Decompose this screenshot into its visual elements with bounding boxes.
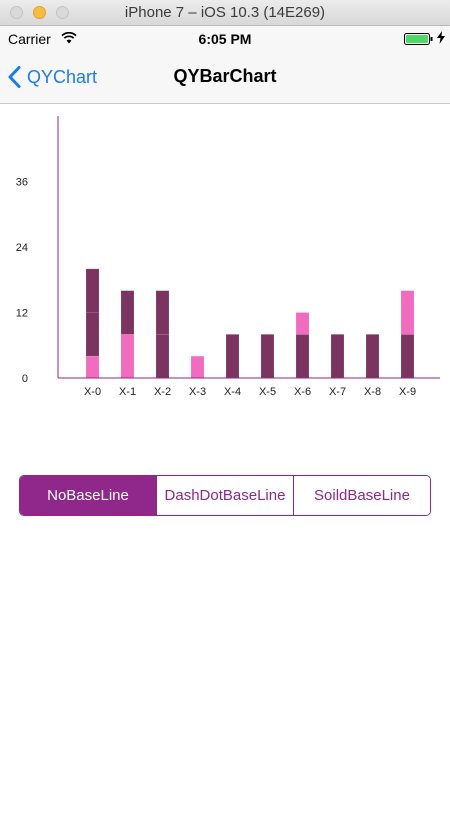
bar-segment [190,355,205,379]
page-title: QYBarChart [173,66,277,86]
x-tick-label: X-8 [364,386,381,398]
y-tick-label: 0 [22,373,28,385]
x-tick-label: X-9 [399,386,416,398]
x-tick-label: X-6 [294,386,311,398]
bars [85,268,415,379]
bar-segment [365,334,380,379]
carrier-label: Carrier [8,31,51,47]
x-tick-label: X-7 [329,386,346,398]
y-tick-label: 36 [16,177,28,189]
bar-segment [120,290,135,335]
x-tick-label: X-2 [154,386,171,398]
bar-segment [85,312,100,357]
bar-segment [85,355,100,379]
bar-segment [120,334,135,379]
chevron-left-icon [8,66,21,88]
bar-segment [225,334,240,379]
x-tick-label: X-5 [259,386,276,398]
bar-segment [85,268,100,313]
x-tick-label: X-4 [224,386,241,398]
y-axis-ticks: 0 12 24 36 [16,177,28,386]
back-button[interactable]: QYChart [8,62,97,92]
simulator-title-bar: iPhone 7 – iOS 10.3 (14E269) [0,0,450,26]
x-tick-label: X-3 [189,386,206,398]
y-tick-label: 12 [16,308,28,320]
window-title: iPhone 7 – iOS 10.3 (14E269) [124,4,326,21]
segment-dashdotbaseline[interactable]: DashDotBaseLine [156,476,293,515]
window-zoom-button[interactable] [56,6,69,19]
bar-segment [260,334,275,379]
charging-icon [437,31,445,44]
back-button-label: QYChart [27,66,98,87]
y-tick-label: 24 [16,242,28,254]
clock: 6:05 PM [198,31,252,47]
status-bar: Carrier 6:05 PM [0,26,450,52]
battery-icon [404,33,433,45]
baseline-segmented-control: NoBaseLine DashDotBaseLine SoildBaseLine [19,475,431,516]
wifi-icon [61,32,77,44]
bar-segment [295,312,310,335]
bar-chart: 0 12 24 36 X-0 X-1 X-2 X-3 X-4 X-5 X-6 X-7 X-8 X-9 [16,116,440,398]
window-close-button[interactable] [10,6,23,19]
navigation-bar: QYChart QYBarChart [0,52,450,104]
bar-segment [330,334,345,379]
segment-nobaseline[interactable]: NoBaseLine [20,476,156,515]
bar-segment [155,334,170,379]
segment-soildbaseline[interactable]: SoildBaseLine [293,476,430,515]
bar-segment [155,290,170,335]
window-minimize-button[interactable] [33,6,46,19]
x-axis-labels: X-0 X-1 X-2 X-3 X-4 X-5 X-6 X-7 X-8 X-9 [84,386,416,398]
bar-segment [400,334,415,379]
x-tick-label: X-0 [84,386,101,398]
x-tick-label: X-1 [119,386,136,398]
bar-segment [295,334,310,379]
bar-segment [400,290,415,335]
